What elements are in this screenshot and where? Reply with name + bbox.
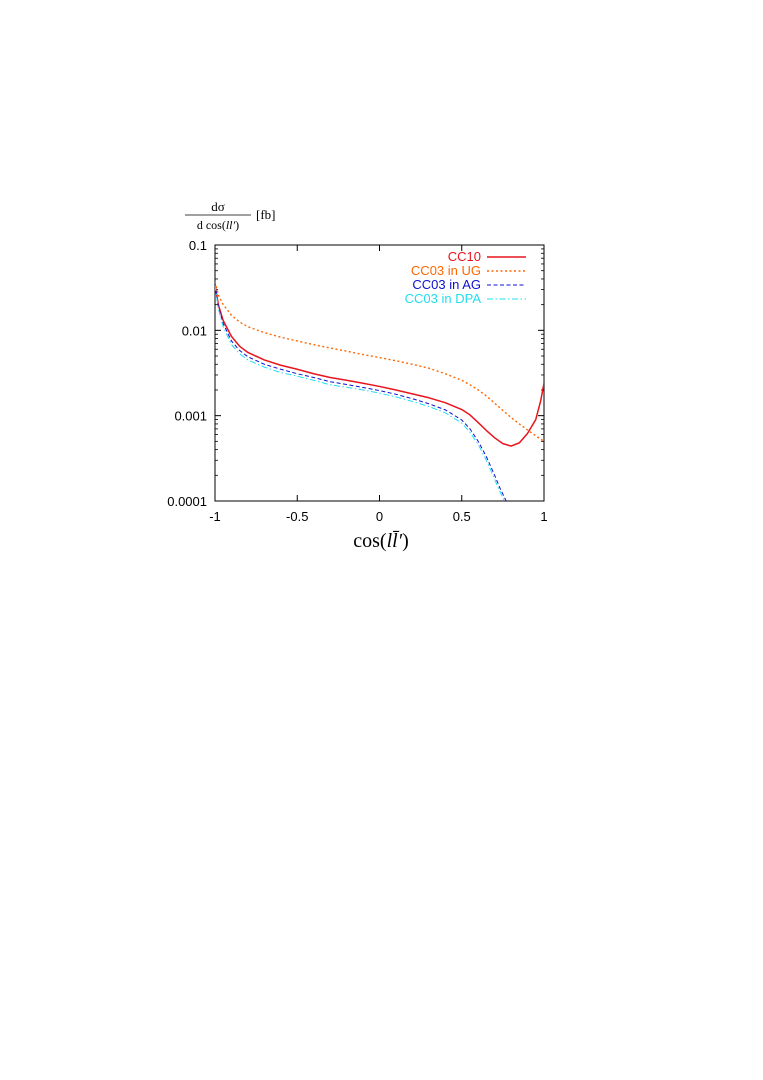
plot-frame <box>214 244 545 502</box>
x-axis-label: cos(ll̄′) <box>353 530 409 552</box>
axis-ticks: -1 -0.5 0 0.5 1 0.1 0.01 0.001 0.0001 <box>167 238 547 524</box>
y-tick-label: 0.1 <box>189 238 207 253</box>
x-label-prefix: cos( <box>353 530 387 552</box>
y-axis-label: dσ d cos(ll′) [fb] <box>185 199 276 232</box>
x-tick-label: -1 <box>209 509 221 524</box>
y-label-unit: [fb] <box>256 207 276 222</box>
y-tick-label: 0.0001 <box>167 494 207 509</box>
y-tick-label: 0.001 <box>174 409 207 424</box>
x-tick-label: 0.5 <box>453 509 471 524</box>
y-tick-label: 0.01 <box>182 323 207 338</box>
x-tick-label: 1 <box>540 509 547 524</box>
x-tick-label: -0.5 <box>286 509 308 524</box>
svg-text:d cos(ll′): d cos(ll′) <box>197 218 239 232</box>
series-line-cc10 <box>215 283 544 447</box>
series-group <box>215 281 544 501</box>
svg-text:dσ: dσ <box>211 199 225 214</box>
series-line-cc03-in-ag <box>215 283 507 501</box>
legend-label: CC03 in AG <box>412 277 481 292</box>
legend-label: CC10 <box>448 249 481 264</box>
legend-label: CC03 in DPA <box>405 291 482 306</box>
series-line-cc03-in-dpa <box>215 284 505 501</box>
series-line-cc03-in-ug <box>215 281 544 442</box>
legend-label: CC03 in UG <box>411 263 481 278</box>
y-label-numerator: dσ <box>211 199 225 214</box>
y-label-denominator-var: ll′ <box>226 218 236 232</box>
x-tick-label: 0 <box>376 509 383 524</box>
x-label-var: ll̄′ <box>387 530 403 552</box>
y-label-denominator-suffix: ) <box>235 218 239 232</box>
x-label-suffix: ) <box>402 530 409 552</box>
y-label-denominator-prefix: d cos( <box>197 218 226 232</box>
